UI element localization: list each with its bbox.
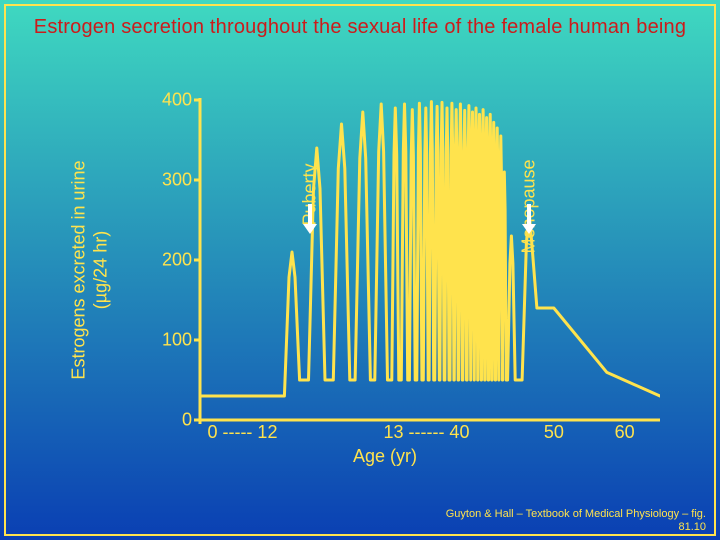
y-axis-label-line2: (µg/24 hr) — [90, 231, 110, 309]
annotation-arrow-icon — [522, 204, 536, 234]
y-tick-label: 400 — [152, 90, 192, 111]
y-tick-label: 100 — [152, 330, 192, 351]
y-tick-label: 300 — [152, 170, 192, 191]
x-tick-label: 13 ------ 40 — [383, 422, 469, 443]
x-tick-label: 0 ----- 12 — [207, 422, 277, 443]
slide-title: Estrogen secretion throughout the sexual… — [0, 16, 720, 39]
x-tick-label: 50 — [544, 422, 564, 443]
credit-text: Guyton & Hall – Textbook of Medical Phys… — [446, 508, 706, 534]
chart-svg — [110, 90, 660, 450]
credit-line2: 81.10 — [678, 521, 706, 533]
annotation-arrow-icon — [303, 204, 317, 234]
y-tick-label: 0 — [152, 410, 192, 431]
x-tick-label: 60 — [615, 422, 635, 443]
credit-line1: Guyton & Hall – Textbook of Medical Phys… — [446, 508, 706, 520]
slide: Estrogen secretion throughout the sexual… — [0, 0, 720, 540]
y-axis-label-line1: Estrogens excreted in urine — [68, 160, 88, 379]
y-tick-label: 200 — [152, 250, 192, 271]
y-axis-label: Estrogens excreted in urine (µg/24 hr) — [68, 160, 111, 379]
x-axis-label: Age (yr) — [110, 446, 660, 467]
chart-area: 0100200300400 Estrogens excreted in urin… — [110, 90, 660, 450]
